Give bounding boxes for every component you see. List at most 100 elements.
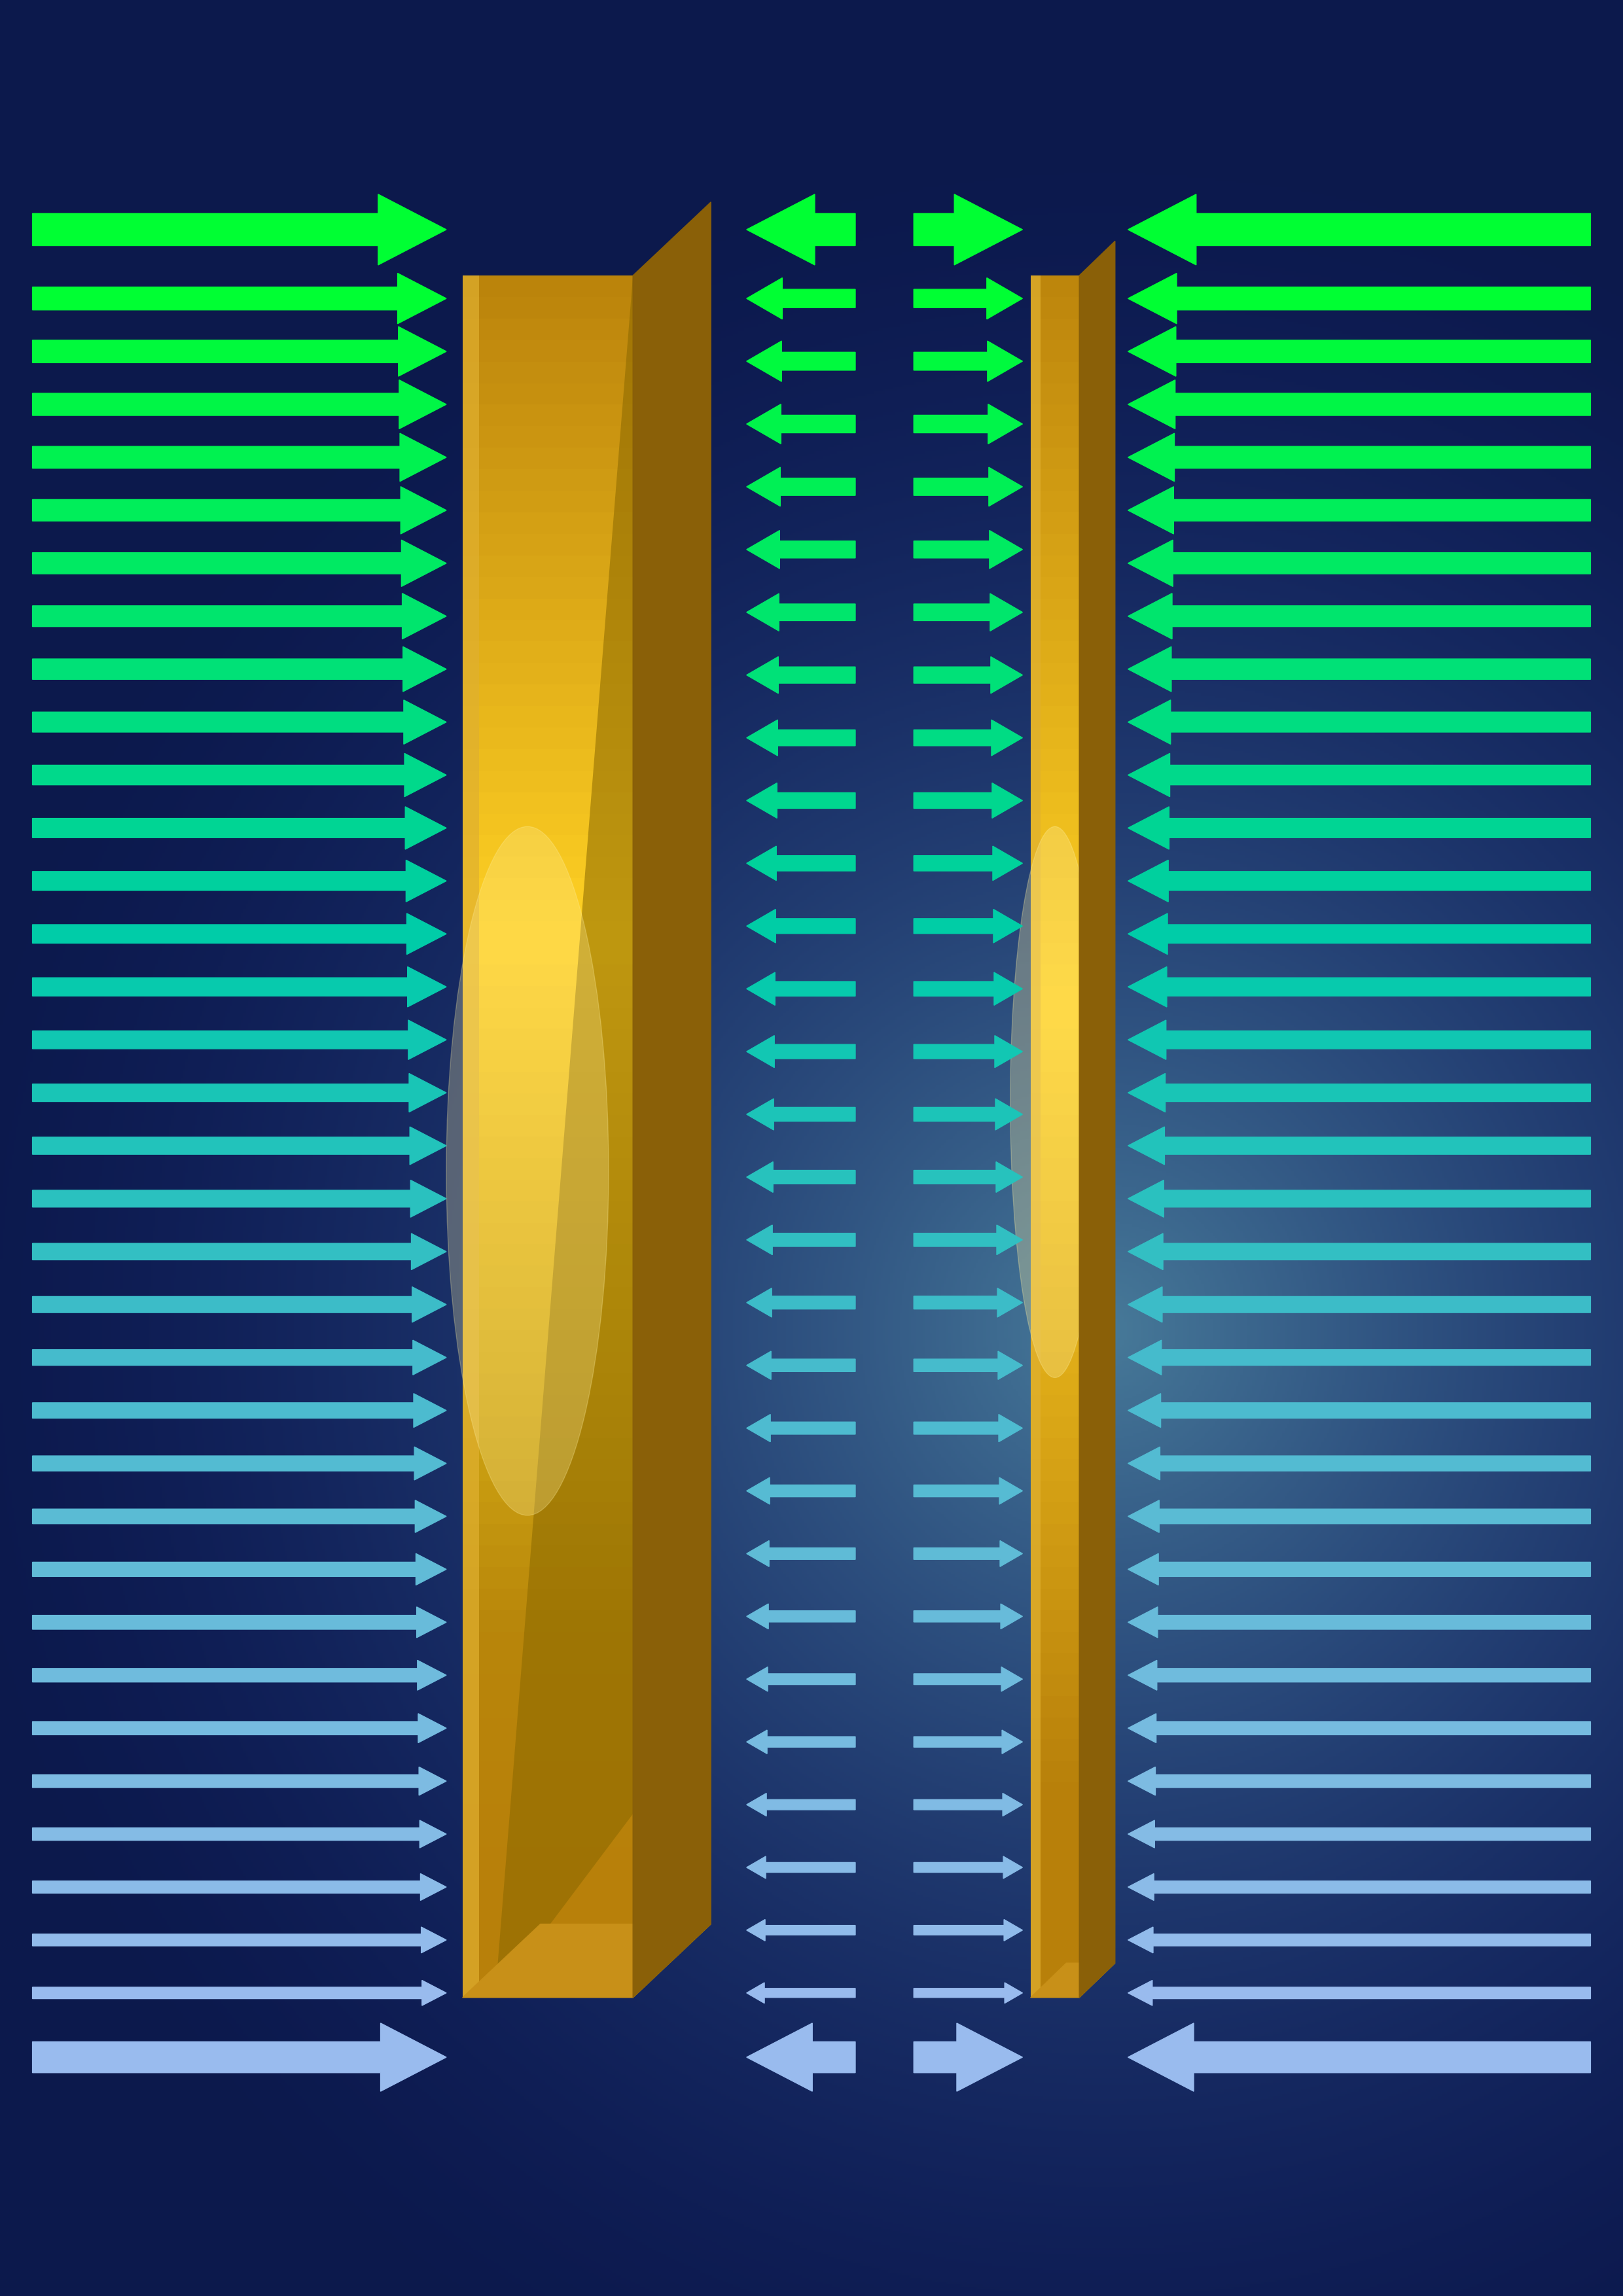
Polygon shape [1031, 1221, 1079, 1244]
Polygon shape [463, 1437, 633, 1460]
Polygon shape [1031, 1157, 1079, 1180]
FancyArrow shape [1128, 700, 1591, 744]
Polygon shape [1031, 1373, 1079, 1394]
FancyArrow shape [914, 1479, 1022, 1504]
Polygon shape [463, 1653, 633, 1674]
FancyArrow shape [1128, 434, 1591, 482]
Polygon shape [1031, 1805, 1079, 1825]
FancyArrow shape [914, 909, 1022, 944]
FancyArrow shape [32, 1127, 446, 1164]
Polygon shape [463, 1545, 633, 1568]
FancyArrow shape [1128, 1127, 1591, 1164]
FancyArrow shape [747, 1793, 855, 1816]
Polygon shape [463, 1221, 633, 1244]
FancyArrow shape [914, 340, 1022, 381]
FancyArrow shape [914, 195, 1022, 264]
FancyArrow shape [1128, 487, 1591, 535]
FancyArrow shape [32, 1019, 446, 1058]
Polygon shape [463, 556, 633, 576]
FancyArrow shape [32, 914, 446, 955]
FancyArrow shape [1128, 1554, 1591, 1584]
Polygon shape [463, 1869, 633, 1890]
Polygon shape [1031, 1963, 1115, 1998]
Polygon shape [463, 1589, 633, 1609]
Polygon shape [463, 1502, 633, 1525]
Polygon shape [1031, 1093, 1079, 1116]
Polygon shape [1031, 707, 1079, 728]
FancyArrow shape [1128, 326, 1591, 377]
FancyArrow shape [747, 1100, 855, 1130]
FancyArrow shape [32, 753, 446, 797]
Polygon shape [463, 468, 633, 491]
Polygon shape [1031, 1417, 1079, 1437]
Polygon shape [463, 1352, 633, 1373]
FancyArrow shape [1128, 1341, 1591, 1375]
FancyArrow shape [747, 1162, 855, 1192]
FancyArrow shape [914, 278, 1022, 319]
FancyArrow shape [747, 1035, 855, 1068]
Polygon shape [463, 684, 633, 707]
Polygon shape [1031, 964, 1079, 985]
Polygon shape [463, 641, 633, 664]
FancyArrow shape [32, 806, 446, 850]
FancyArrow shape [32, 700, 446, 744]
Polygon shape [1031, 944, 1079, 964]
FancyArrow shape [747, 340, 855, 381]
FancyArrow shape [914, 721, 1022, 755]
Polygon shape [463, 1890, 633, 1910]
Polygon shape [463, 276, 633, 296]
FancyArrow shape [914, 783, 1022, 817]
Polygon shape [1031, 1437, 1079, 1460]
FancyArrow shape [1128, 2023, 1591, 2092]
FancyArrow shape [914, 1793, 1022, 1816]
FancyArrow shape [914, 847, 1022, 879]
FancyArrow shape [1128, 1768, 1591, 1795]
Polygon shape [463, 964, 633, 985]
Polygon shape [1031, 448, 1079, 468]
Polygon shape [463, 1116, 633, 1137]
Polygon shape [463, 1093, 633, 1116]
Polygon shape [1031, 1201, 1079, 1221]
Polygon shape [1031, 1782, 1079, 1805]
FancyArrow shape [1128, 1660, 1591, 1690]
Polygon shape [1031, 1609, 1079, 1632]
FancyArrow shape [1128, 1019, 1591, 1058]
Polygon shape [1031, 771, 1079, 792]
FancyArrow shape [32, 1821, 446, 1848]
FancyArrow shape [747, 1603, 855, 1630]
FancyArrow shape [1128, 753, 1591, 797]
FancyArrow shape [1128, 647, 1591, 691]
Polygon shape [1031, 1761, 1079, 1782]
Polygon shape [1031, 340, 1079, 360]
Polygon shape [1031, 900, 1079, 921]
Polygon shape [463, 1072, 633, 1093]
FancyArrow shape [32, 1233, 446, 1270]
Polygon shape [1031, 1052, 1079, 1072]
Polygon shape [463, 620, 633, 641]
Polygon shape [1031, 599, 1079, 620]
Polygon shape [1031, 1910, 1079, 1933]
FancyArrow shape [914, 1288, 1022, 1318]
FancyArrow shape [914, 974, 1022, 1006]
FancyArrow shape [914, 1541, 1022, 1566]
Polygon shape [1031, 1525, 1079, 1545]
FancyArrow shape [32, 540, 446, 585]
Polygon shape [463, 448, 633, 468]
Polygon shape [1031, 1933, 1079, 1954]
Polygon shape [463, 1180, 633, 1201]
FancyArrow shape [747, 847, 855, 879]
Polygon shape [633, 202, 711, 1998]
FancyArrow shape [1128, 1607, 1591, 1637]
Polygon shape [1031, 728, 1079, 748]
Polygon shape [1031, 576, 1079, 599]
Polygon shape [1031, 1072, 1079, 1093]
Polygon shape [1031, 1460, 1079, 1481]
Polygon shape [1031, 404, 1079, 427]
FancyArrow shape [914, 1226, 1022, 1254]
FancyArrow shape [1128, 1394, 1591, 1428]
Polygon shape [463, 1525, 633, 1545]
Polygon shape [1031, 296, 1079, 319]
Polygon shape [1031, 1394, 1079, 1417]
FancyArrow shape [747, 783, 855, 817]
Polygon shape [1031, 427, 1079, 448]
